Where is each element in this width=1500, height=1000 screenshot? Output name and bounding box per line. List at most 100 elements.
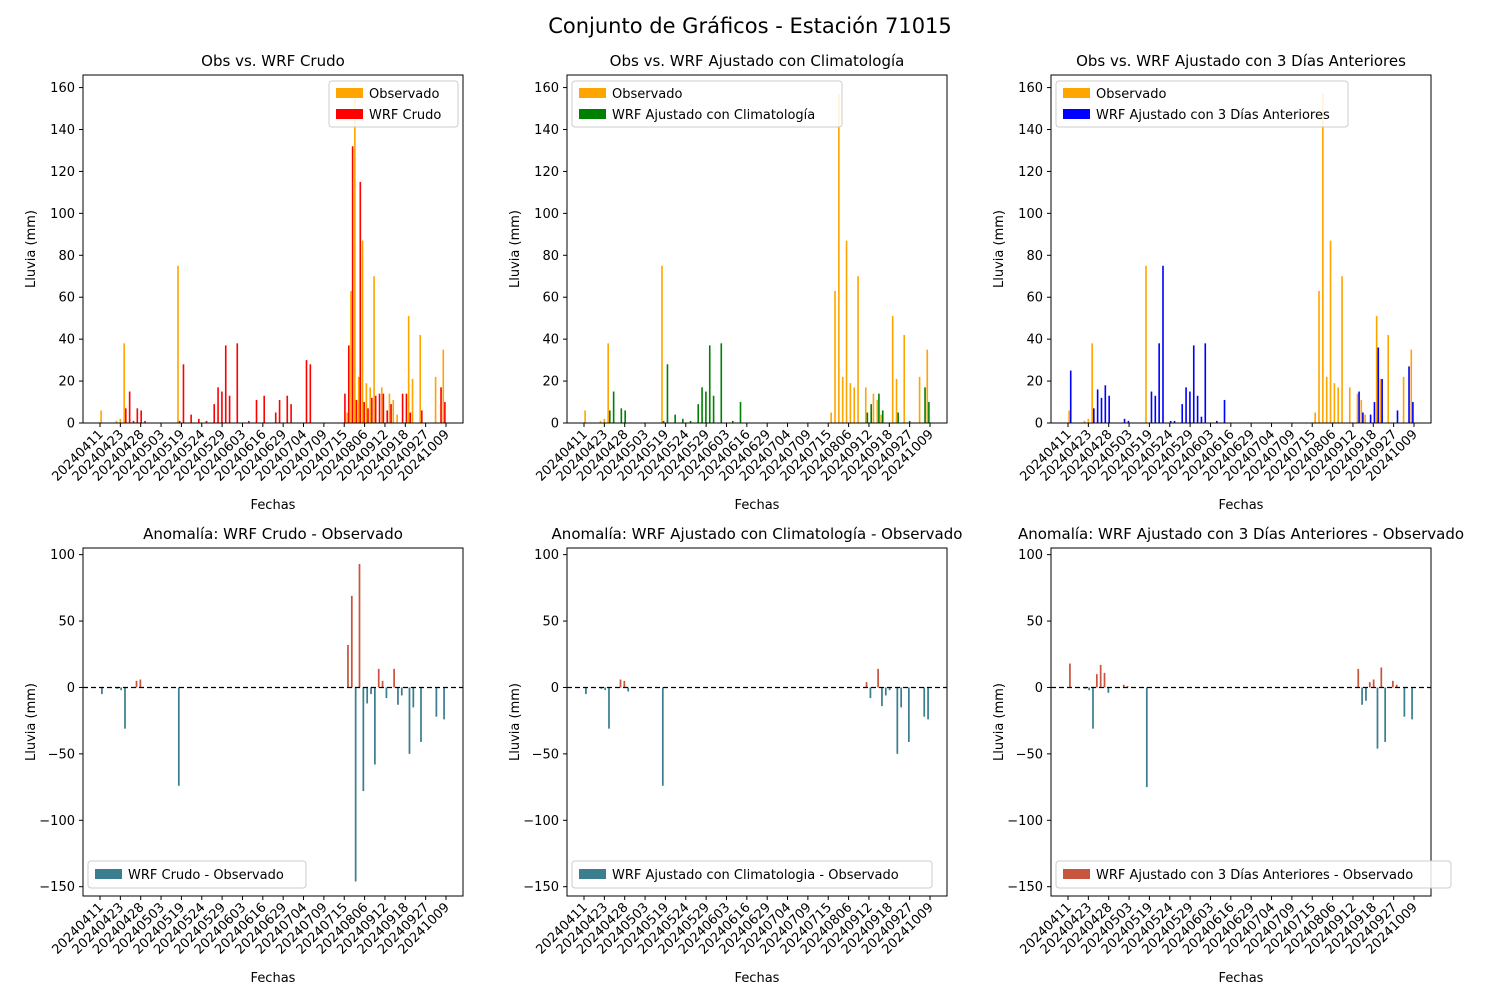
bar	[888, 687, 891, 691]
bar	[620, 408, 623, 423]
bar	[864, 387, 867, 423]
bar	[374, 687, 376, 765]
legend-swatch	[336, 88, 363, 98]
bar	[1200, 416, 1203, 423]
bar	[1360, 399, 1363, 423]
bar	[123, 343, 125, 423]
bar	[357, 376, 360, 423]
bar	[1185, 387, 1187, 423]
y-tick-label: 80	[58, 249, 75, 264]
bar	[928, 402, 930, 423]
bar	[382, 393, 385, 423]
y-axis-label: Lluvia (mm)	[508, 210, 523, 288]
legend-swatch	[1063, 869, 1090, 879]
bar	[603, 418, 606, 423]
bar	[604, 687, 607, 691]
bar	[881, 410, 884, 423]
bar	[1204, 343, 1207, 423]
legend-label: WRF Ajustado con Climatología	[612, 108, 815, 123]
bar	[1341, 276, 1343, 423]
bar	[435, 687, 438, 717]
bar	[895, 378, 898, 423]
legend-swatch	[1063, 88, 1090, 98]
bar	[1069, 663, 1071, 688]
bar	[177, 265, 179, 423]
bar	[1412, 402, 1414, 423]
bar	[408, 687, 411, 754]
y-tick-label: 140	[1018, 123, 1043, 138]
legend-label: WRF Crudo - Observado	[128, 868, 284, 883]
bar	[599, 420, 602, 423]
legend-label: Observado	[369, 87, 440, 102]
bar	[674, 414, 676, 423]
bar	[881, 687, 883, 707]
bar	[896, 687, 899, 754]
legend-label: WRF Ajustado con 3 Días Anteriores	[1096, 108, 1330, 123]
bar	[585, 687, 587, 695]
y-tick-label: −100	[1007, 814, 1043, 829]
chart-title: Anomalía: WRF Ajustado con 3 Días Anteri…	[1018, 525, 1464, 543]
bar	[1096, 389, 1099, 423]
bar	[1084, 687, 1087, 689]
legend-label: WRF Crudo	[369, 108, 441, 123]
bar	[619, 679, 622, 688]
bar	[1108, 395, 1110, 423]
bar	[739, 402, 742, 423]
y-tick-label: −50	[48, 747, 75, 762]
bar	[377, 668, 380, 688]
bar	[853, 387, 856, 423]
bar	[1322, 93, 1324, 424]
bar	[924, 387, 926, 423]
bar	[923, 687, 926, 717]
y-tick-label: 40	[542, 333, 559, 348]
bar	[390, 404, 392, 423]
bar	[116, 687, 119, 689]
bar	[1368, 682, 1371, 688]
bar	[434, 376, 437, 423]
bar	[1095, 674, 1098, 688]
bar	[903, 334, 906, 423]
bar	[128, 391, 131, 423]
bar	[849, 383, 852, 423]
bar	[177, 687, 180, 786]
bar	[274, 412, 277, 423]
bar	[396, 414, 398, 423]
x-axis-label: Fechas	[735, 498, 780, 513]
y-tick-label: 0	[67, 681, 75, 696]
bar	[370, 687, 372, 695]
bar	[624, 410, 626, 423]
bar	[1087, 418, 1090, 423]
bar	[405, 393, 408, 423]
y-tick-label: 100	[50, 548, 75, 563]
bar	[926, 349, 929, 423]
bar	[198, 418, 200, 423]
y-tick-label: 60	[58, 291, 75, 306]
bar	[1411, 687, 1413, 720]
figure-title: Conjunto de Gráficos - Estación 71015	[548, 14, 952, 38]
bar	[355, 399, 358, 423]
bar	[132, 420, 135, 423]
legend-label: Observado	[1096, 87, 1167, 102]
bar	[440, 387, 442, 423]
legend-label: WRF Ajustado con 3 Días Anteriores - Obs…	[1096, 868, 1413, 883]
y-tick-label: 20	[58, 375, 75, 390]
y-tick-label: 120	[534, 165, 559, 180]
bar	[1126, 686, 1129, 688]
bar	[661, 265, 663, 423]
bar	[872, 393, 875, 423]
bar	[350, 595, 353, 688]
bar	[124, 408, 127, 423]
y-tick-label: 40	[58, 333, 75, 348]
bar	[385, 687, 388, 699]
bar	[278, 399, 281, 423]
bar	[1107, 687, 1110, 693]
legend-label: Observado	[612, 87, 683, 102]
bar	[1403, 687, 1406, 717]
bar	[907, 687, 910, 742]
bar	[1410, 349, 1413, 423]
bar	[830, 412, 832, 423]
bar	[135, 680, 138, 688]
bar	[834, 290, 836, 423]
bar	[1068, 410, 1070, 423]
bar	[144, 420, 146, 423]
